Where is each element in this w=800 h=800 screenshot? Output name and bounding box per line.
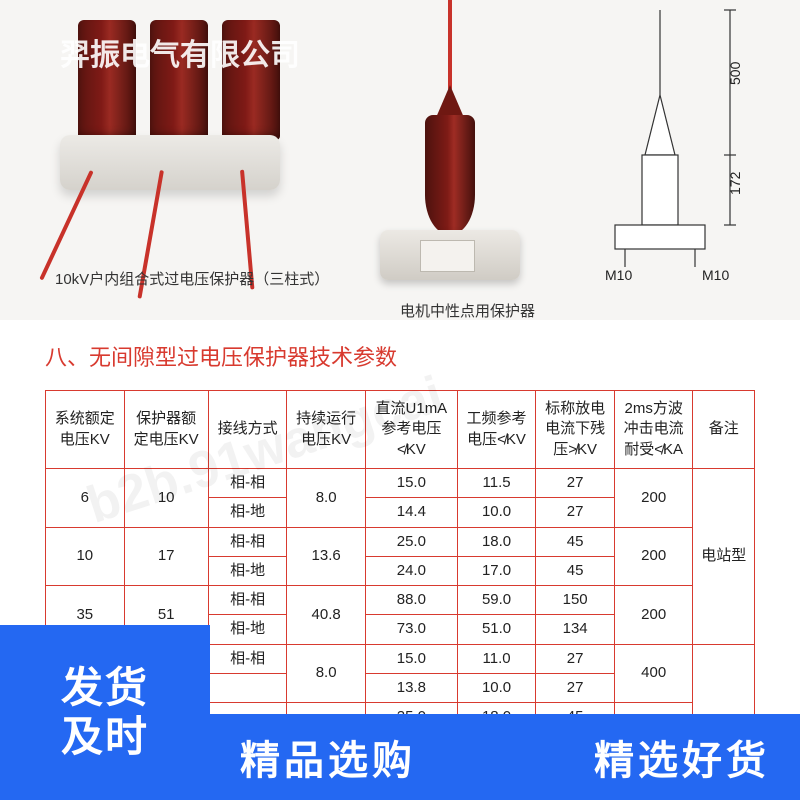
- col-sys-kv: 系统额定电压KV: [46, 391, 125, 469]
- table-header-row: 系统额定电压KV 保护器额定电压KV 接线方式 持续运行电压KV 直流U1mA参…: [46, 391, 755, 469]
- col-wave: 2ms方波冲击电流耐受≮KA: [614, 391, 693, 469]
- table-row: 6 10 相-相 8.0 15.0 11.5 27 200 电站型: [46, 469, 755, 498]
- banner-bl-line2: 及时: [61, 713, 149, 761]
- banner-bottom-right: 精品选购 精选好货: [210, 714, 800, 800]
- schematic-drawing: 500 172 M10 M10: [590, 5, 770, 305]
- product-mid-caption: 电机中性点用保护器: [400, 300, 535, 321]
- bolt-left-label: M10: [605, 267, 632, 283]
- section-heading: 八、无间隙型过电压保护器技术参数: [45, 340, 397, 372]
- company-watermark: 羿振电气有限公司: [60, 30, 300, 74]
- col-wiring: 接线方式: [208, 391, 287, 469]
- banner-br-left: 精品选购: [240, 728, 416, 786]
- banner-bottom-left: 发货 及时: [0, 625, 210, 800]
- col-residual: 标称放电电流下残压≯KV: [536, 391, 615, 469]
- dim-500: 500: [727, 61, 743, 85]
- dim-172: 172: [727, 171, 743, 195]
- table-row: 35 51 相-相 40.8 88.0 59.0 150 200: [46, 586, 755, 615]
- banner-br-right: 精选好货: [594, 728, 770, 786]
- col-pf-ref: 工频参考电压≮KV: [457, 391, 536, 469]
- remark-cell: 电站型: [693, 469, 755, 645]
- col-cont-kv: 持续运行电压KV: [287, 391, 366, 469]
- product-left-caption: 10kV户内组合式过电压保护器（三柱式）: [55, 268, 329, 289]
- banner-bl-line1: 发货: [61, 664, 149, 712]
- product-image-area: 羿振电气有限公司 10kV户内组合式过电压保护器（三柱式） 电机中性点用保护器: [0, 0, 800, 320]
- bolt-right-label: M10: [702, 267, 729, 283]
- table-row: 10 17 相-相 13.6 25.0 18.0 45 200: [46, 527, 755, 556]
- col-remark: 备注: [693, 391, 755, 469]
- col-dc-u1ma: 直流U1mA参考电压≮KV: [365, 391, 457, 469]
- col-prot-kv: 保护器额定电压KV: [124, 391, 208, 469]
- product-mid-image: [350, 10, 550, 290]
